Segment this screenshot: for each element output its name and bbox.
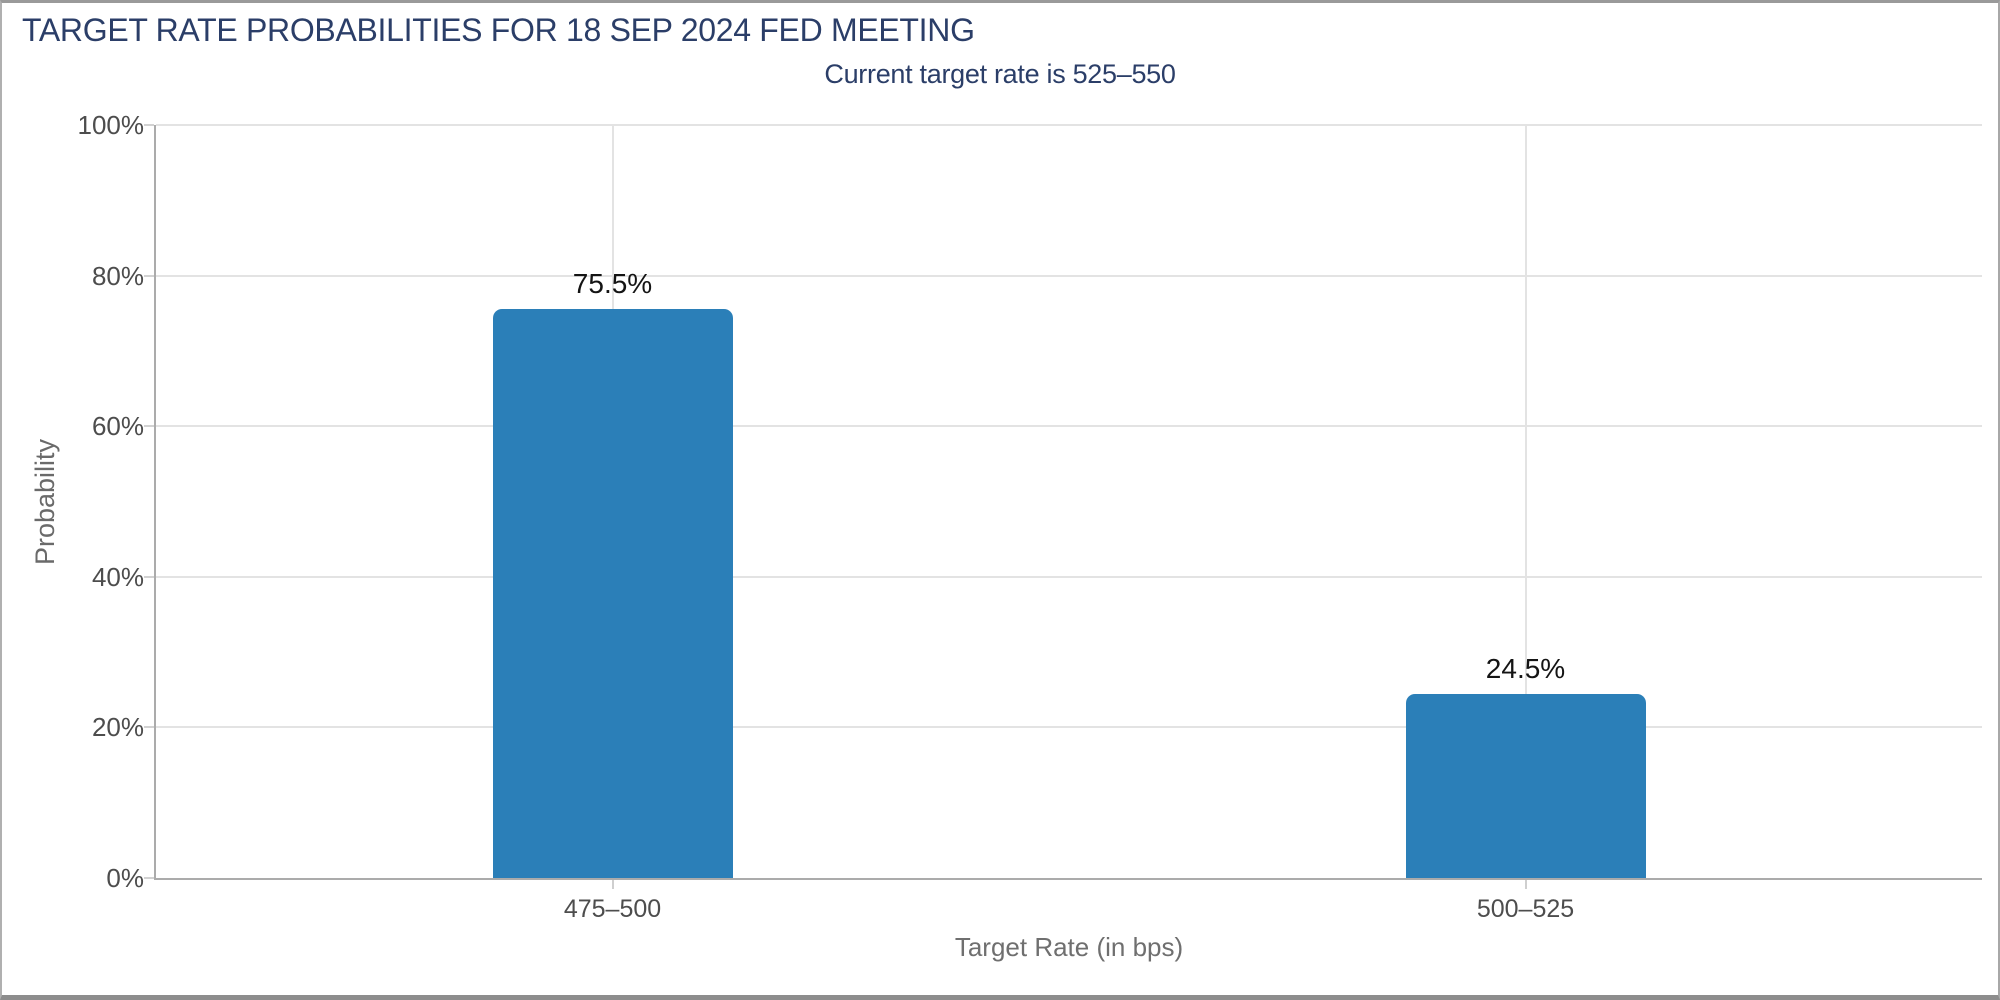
y-tick-mark <box>144 877 154 879</box>
y-tick-mark <box>144 575 154 578</box>
y-axis-title: Probability <box>30 438 60 566</box>
y-tick-mark <box>144 726 154 729</box>
y-tick-label: 20% <box>91 712 144 743</box>
x-gridline <box>1524 125 1527 878</box>
chart-title: TARGET RATE PROBABILITIES FOR 18 SEP 202… <box>22 12 975 48</box>
y-tick-label: 40% <box>91 561 144 592</box>
bar-value-label: 75.5% <box>572 268 653 300</box>
bar-500–525 <box>1405 693 1646 878</box>
y-tick-label: 100% <box>77 110 145 140</box>
x-tick-label: 475–500 <box>563 895 662 923</box>
x-tick-label: 500–525 <box>1476 895 1575 923</box>
y-gridline <box>156 726 1982 729</box>
y-tick-label: 80% <box>91 260 144 291</box>
x-tick-mark <box>611 880 614 889</box>
y-tick-mark <box>144 425 154 428</box>
y-gridline <box>156 124 1982 126</box>
y-tick-label: 60% <box>91 411 144 442</box>
y-tick-mark <box>144 274 154 277</box>
y-gridline <box>156 274 1982 277</box>
y-gridline <box>156 425 1982 428</box>
y-gridline <box>156 575 1982 578</box>
y-axis-line <box>154 125 156 880</box>
x-axis-title: Target Rate (in bps) <box>954 932 1184 962</box>
y-tick-label: 0% <box>106 863 144 893</box>
x-axis-line <box>154 878 1982 880</box>
x-tick-mark <box>1524 880 1527 889</box>
bar-475–500 <box>492 309 733 878</box>
y-tick-mark <box>144 124 154 126</box>
plot-area <box>156 124 1982 878</box>
bar-value-label: 24.5% <box>1485 652 1566 684</box>
chart-subtitle: Current target rate is 525–550 <box>824 59 1176 89</box>
